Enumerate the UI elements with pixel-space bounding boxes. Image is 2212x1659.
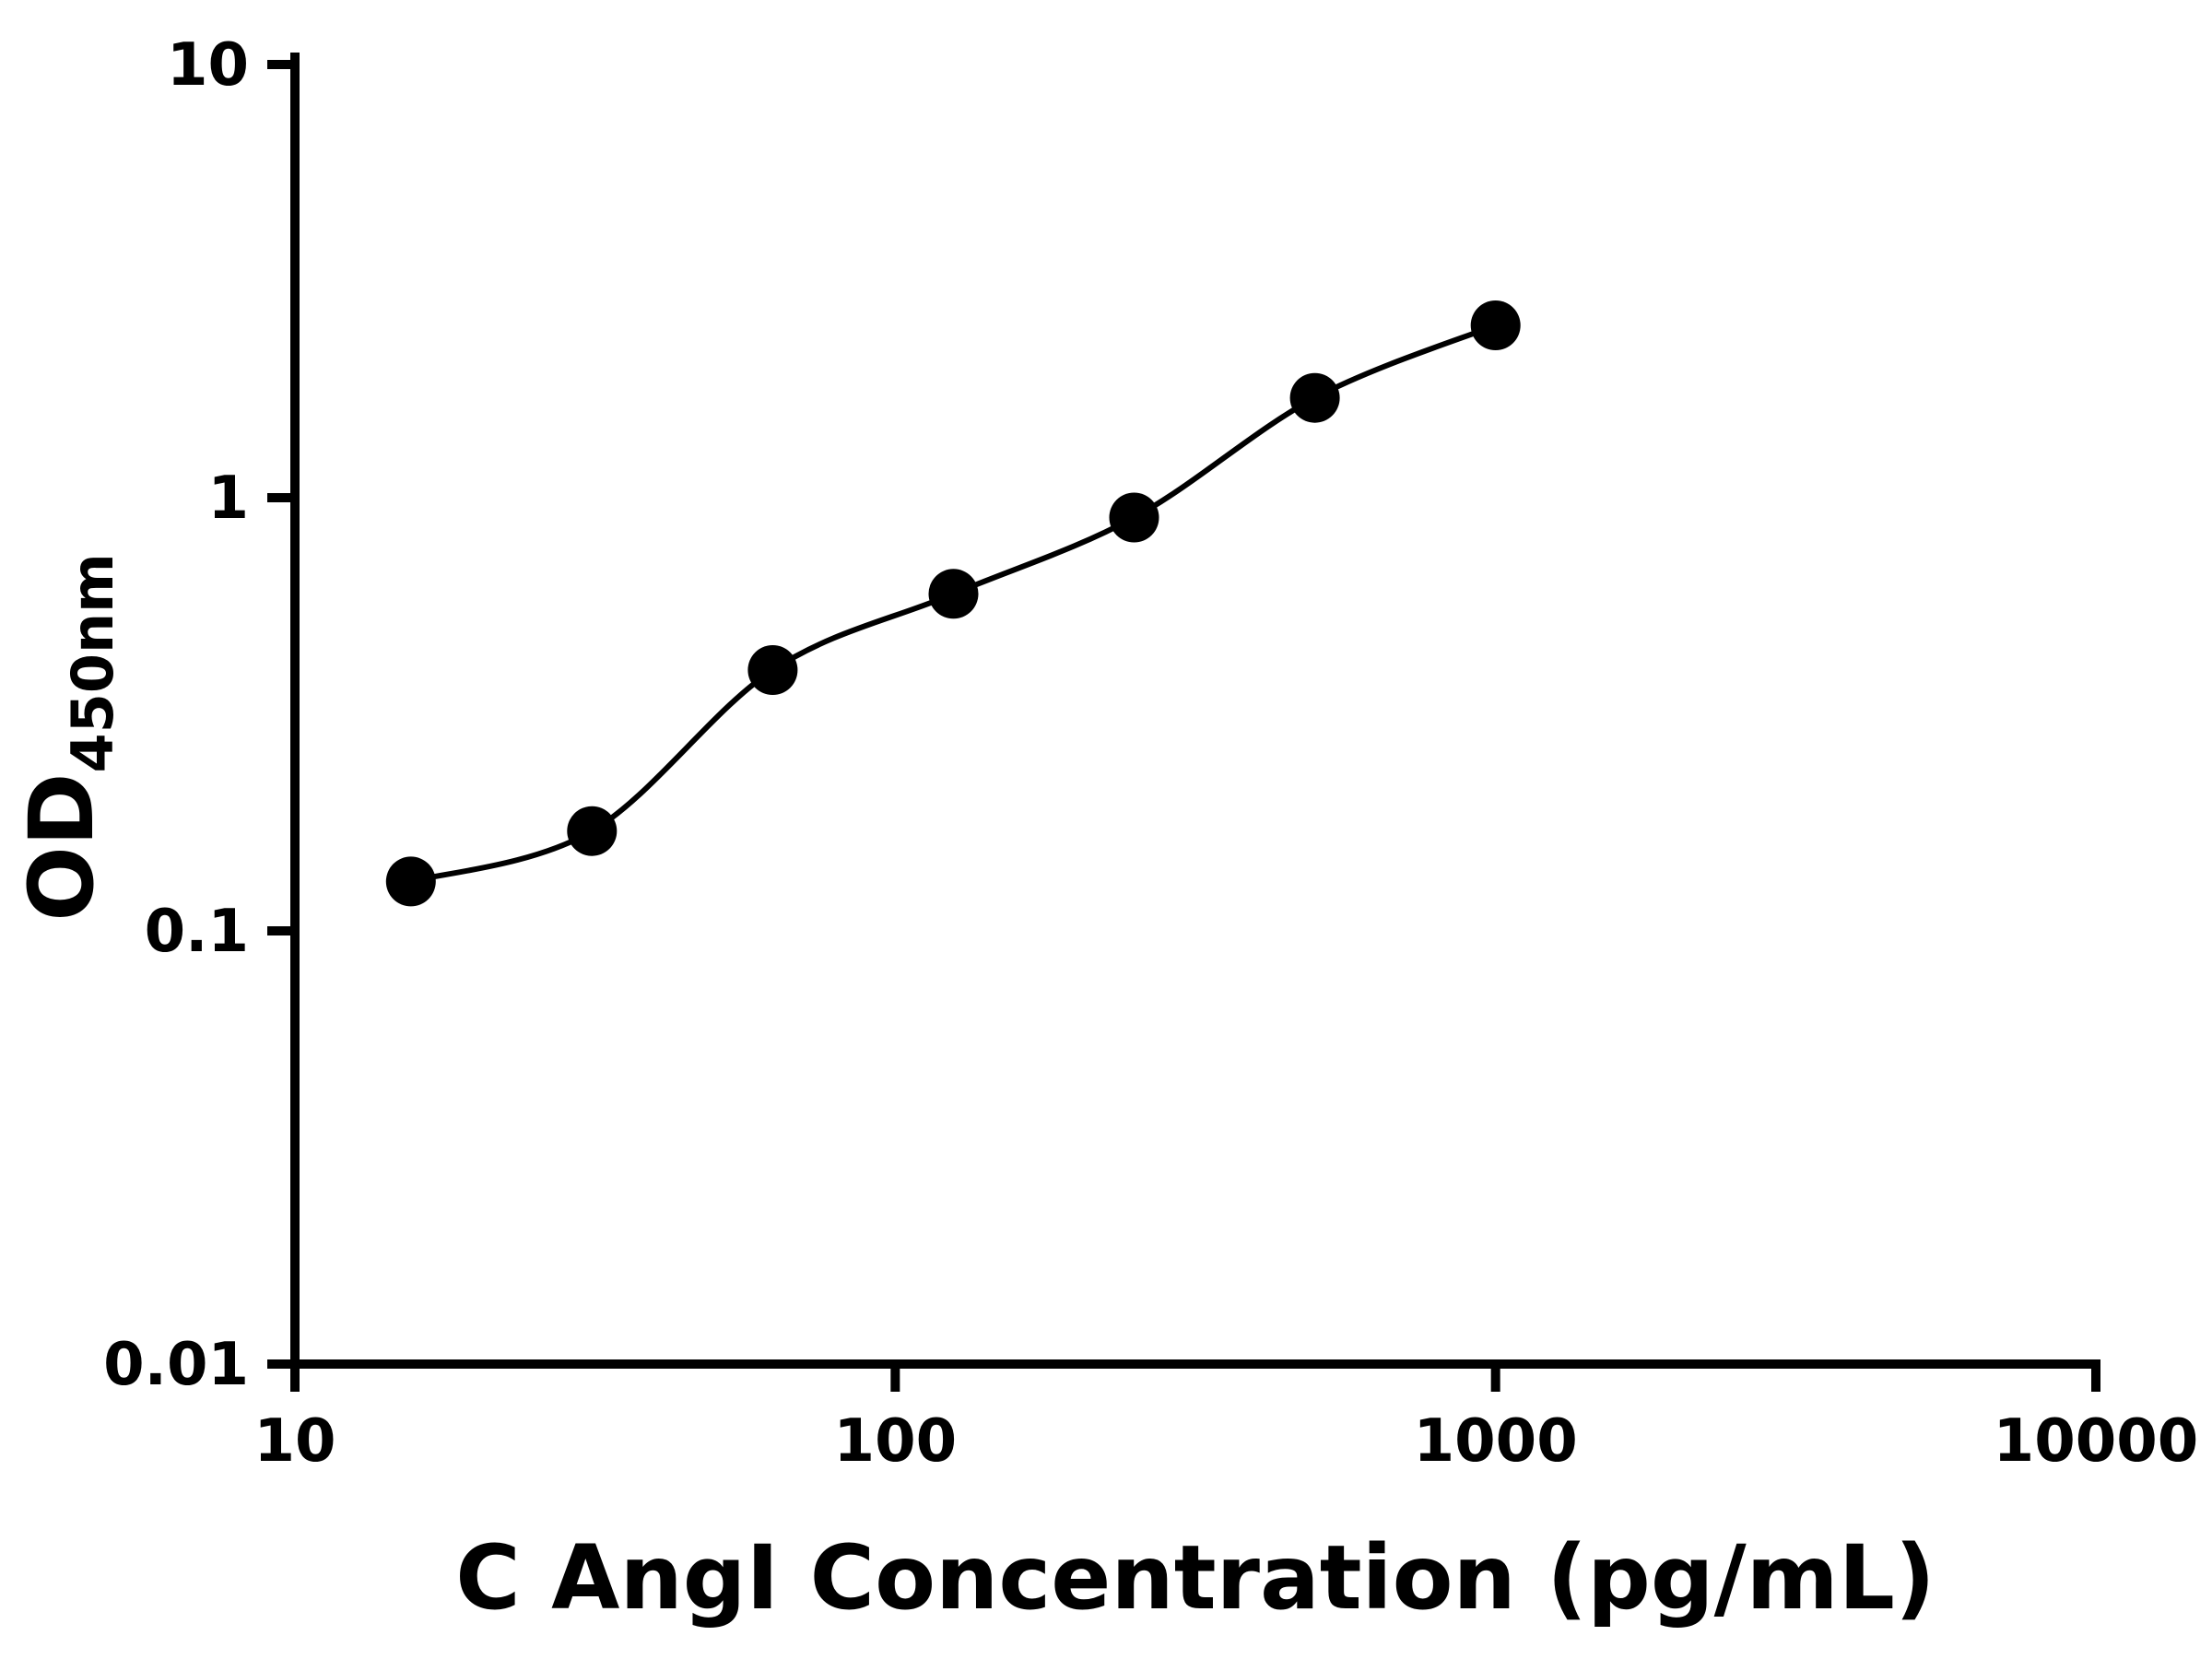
data-point bbox=[385, 856, 436, 907]
x-tick-label: 10000 bbox=[1994, 1407, 2199, 1476]
y-axis-label-subscript: 450nm bbox=[59, 553, 126, 772]
axes-layer bbox=[290, 53, 2100, 1369]
data-point bbox=[567, 806, 618, 856]
data-point bbox=[747, 645, 798, 695]
data-point bbox=[1109, 492, 1159, 543]
data-point bbox=[928, 569, 979, 619]
x-tick-label: 1000 bbox=[1414, 1407, 1578, 1476]
y-axis-label: OD450nm bbox=[10, 553, 126, 921]
data-point bbox=[1289, 372, 1340, 423]
data-points-layer bbox=[385, 300, 1521, 907]
x-tick-label: 100 bbox=[834, 1407, 958, 1476]
data-point bbox=[1470, 300, 1521, 350]
y-axis-label-main: OD bbox=[10, 772, 113, 921]
x-tick-label: 10 bbox=[253, 1407, 335, 1476]
y-tick-label: 0.1 bbox=[145, 898, 249, 966]
y-tick-label: 0.01 bbox=[103, 1331, 249, 1399]
ticks-layer bbox=[267, 60, 2100, 1392]
y-tick-label: 10 bbox=[167, 31, 249, 100]
tick-labels-layer: 10 100 1000 10000 0.01 0.1 1 10 bbox=[103, 31, 2198, 1476]
y-tick-label: 1 bbox=[207, 465, 249, 533]
x-axis-label: C AngI Concentration (pg/mL) bbox=[455, 1526, 1935, 1630]
